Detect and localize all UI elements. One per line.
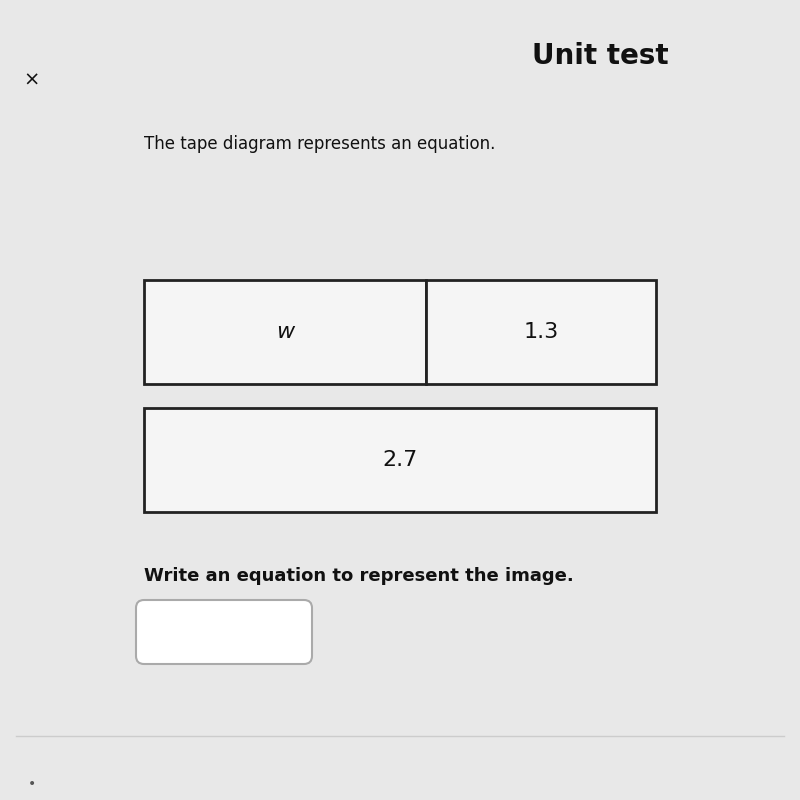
Text: 1.3: 1.3	[523, 322, 558, 342]
Text: •: •	[28, 777, 36, 791]
FancyBboxPatch shape	[426, 280, 656, 384]
Text: 2.7: 2.7	[382, 450, 418, 470]
FancyBboxPatch shape	[144, 280, 426, 384]
FancyBboxPatch shape	[144, 408, 656, 512]
Text: Unit test: Unit test	[532, 42, 668, 70]
Text: ×: ×	[24, 70, 40, 90]
Text: w: w	[276, 322, 294, 342]
FancyBboxPatch shape	[136, 600, 312, 664]
Text: Write an equation to represent the image.: Write an equation to represent the image…	[144, 567, 574, 585]
Text: The tape diagram represents an equation.: The tape diagram represents an equation.	[144, 135, 495, 153]
